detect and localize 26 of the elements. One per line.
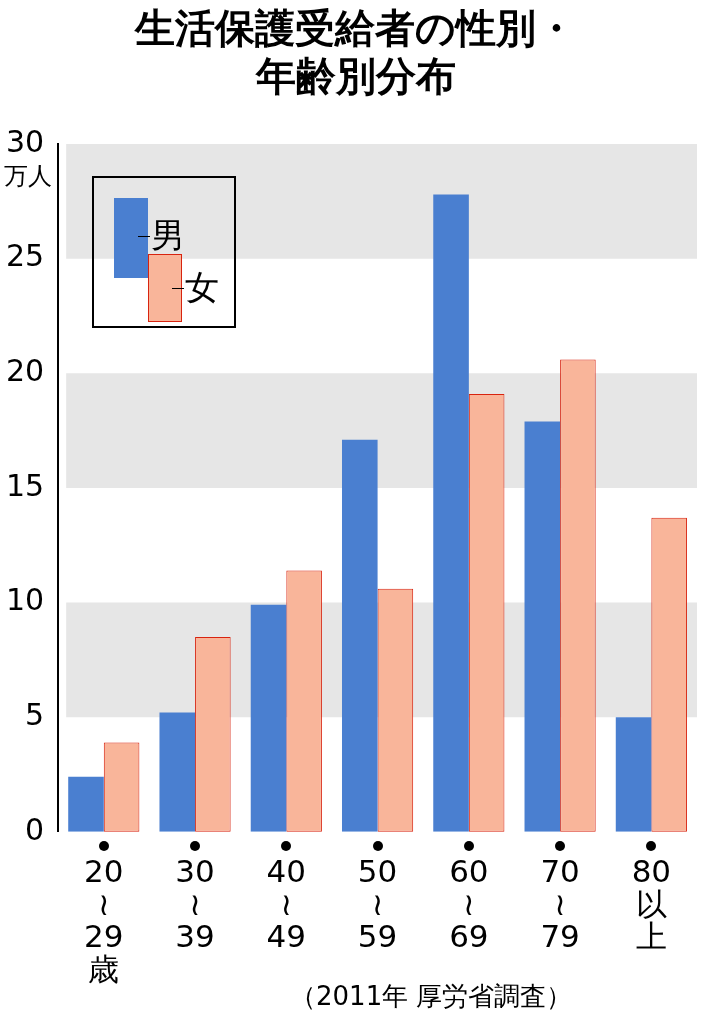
- legend-label: 男: [151, 215, 186, 255]
- y-tick-label: 30: [5, 123, 45, 159]
- bar: [433, 194, 469, 832]
- y-tick-label: 5: [25, 696, 45, 732]
- text: （2011年 厚労省調査）: [290, 980, 573, 1013]
- bar: [159, 712, 196, 832]
- x-tick-label: 20≀29歳: [84, 853, 124, 987]
- bar: [250, 604, 287, 832]
- x-tick-label: 60≀69: [449, 853, 489, 955]
- bar: [524, 421, 561, 832]
- legend-label: 女: [185, 267, 220, 307]
- y-tick-label: 25: [5, 238, 45, 274]
- y-tick-label: 10: [5, 582, 45, 618]
- y-tick-label: 0: [25, 811, 45, 847]
- y-tick-label: 15: [5, 467, 45, 503]
- bar: [342, 439, 378, 832]
- y-axis-title: 万人: [4, 162, 52, 190]
- x-tick-label: 40≀49: [266, 853, 307, 955]
- x-tick-label: 70≀79: [540, 853, 580, 955]
- x-tick-label: 50≀59: [357, 853, 398, 955]
- bar: [68, 776, 104, 832]
- x-tick-label: 80以上: [631, 853, 672, 955]
- chart-title: 生活保護受給者の性別・年齢別分布: [133, 4, 577, 101]
- x-tick-label: 30≀39: [175, 853, 215, 955]
- y-tick-label: 20: [5, 353, 45, 389]
- bar: [615, 717, 652, 832]
